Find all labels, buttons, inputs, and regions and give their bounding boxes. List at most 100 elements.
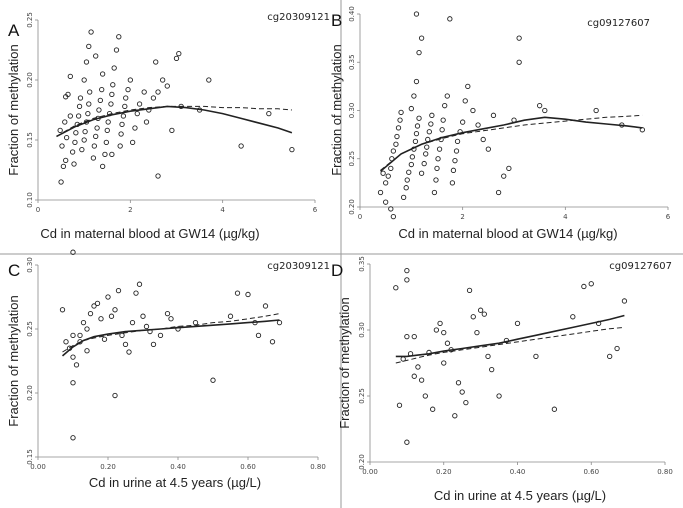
data-point [377, 189, 384, 196]
data-point [108, 313, 115, 319]
data-point [150, 341, 157, 348]
data-point [383, 180, 389, 186]
data-point [428, 121, 434, 127]
data-point [393, 141, 399, 147]
data-point [210, 377, 216, 383]
data-point [404, 439, 410, 445]
data-point [227, 313, 234, 319]
data-point [269, 339, 276, 345]
data-point [91, 143, 97, 149]
data-point [516, 35, 522, 41]
y-tick-label: 0.20 [26, 72, 34, 88]
x-tick-label: 0.40 [170, 463, 186, 471]
data-point [93, 53, 99, 59]
x-axis-title: Cd in maternal blood at GW14 (µg/kg) [398, 226, 617, 241]
data-point [70, 249, 76, 255]
data-point [431, 189, 438, 196]
data-point [413, 11, 420, 17]
data-point [404, 277, 410, 283]
data-point [91, 303, 97, 309]
data-point [440, 117, 446, 123]
data-point [112, 392, 118, 399]
probe-id-label: cg09127607 [609, 261, 672, 272]
data-point [94, 300, 101, 307]
data-point [551, 406, 558, 412]
dashed-fit-line [62, 313, 280, 353]
y-axis-title: Fraction of methylation [337, 297, 352, 429]
data-point [93, 133, 99, 140]
panel-letter: B [331, 11, 342, 30]
data-point [439, 127, 445, 133]
panel-letter: A [8, 21, 20, 40]
x-axis-title: Cd in urine at 4.5 years (µg/L) [89, 475, 261, 490]
data-point [621, 298, 628, 304]
data-point [447, 16, 453, 22]
data-point [413, 131, 420, 137]
data-point [102, 151, 108, 158]
data-point [67, 113, 73, 119]
data-point [136, 101, 143, 107]
data-point [255, 332, 262, 339]
data-point [406, 169, 412, 175]
data-point [98, 316, 104, 322]
data-point [113, 47, 120, 53]
data-point [489, 366, 495, 373]
data-point [537, 103, 543, 109]
x-axis-title: Cd in urine at 4.5 years (µg/L) [434, 488, 606, 503]
y-axis-title: Fraction of methylation [329, 44, 344, 176]
data-point [72, 139, 78, 146]
data-point [77, 332, 83, 339]
data-point [452, 158, 458, 164]
y-axis-title: Fraction of methylation [6, 295, 21, 427]
data-point [67, 73, 73, 80]
data-point [390, 213, 397, 220]
data-point [83, 59, 90, 65]
data-point [150, 95, 157, 101]
data-point [119, 121, 125, 128]
data-point [477, 307, 484, 313]
data-point [416, 115, 422, 121]
data-point [593, 107, 599, 114]
data-point [404, 177, 410, 183]
data-point [88, 29, 94, 35]
data-point [462, 98, 468, 104]
y-tick-label: 0.10 [26, 192, 34, 208]
data-point [588, 281, 594, 287]
data-point [465, 83, 471, 90]
data-point [76, 103, 83, 110]
data-point [395, 125, 402, 131]
data-point [97, 97, 103, 104]
probe-id-label: cg20309121 [267, 12, 330, 23]
y-tick-label: 0.20 [348, 199, 356, 215]
data-point [122, 103, 128, 110]
probe-id-label: cg20309121 [267, 261, 330, 272]
y-tick-label: 0.25 [358, 388, 366, 404]
y-tick-label: 0.25 [348, 151, 356, 167]
data-point [155, 89, 161, 95]
data-point [75, 113, 82, 119]
data-point [73, 362, 80, 368]
x-tick-label: 0.60 [583, 468, 599, 476]
data-point [85, 110, 91, 117]
data-point [437, 320, 443, 327]
data-point [173, 55, 180, 62]
x-tick-label: 0.40 [510, 468, 526, 476]
data-point [157, 332, 164, 339]
y-tick-label: 0.35 [348, 54, 356, 70]
data-point [411, 333, 417, 340]
data-point [77, 95, 84, 101]
data-point [90, 155, 97, 161]
data-point [84, 326, 90, 332]
data-point [123, 95, 129, 101]
data-point [116, 34, 122, 40]
data-point [418, 170, 425, 176]
x-tick-label: 0.00 [30, 463, 46, 471]
data-point [192, 319, 199, 326]
data-point [70, 435, 76, 441]
data-point [388, 165, 394, 172]
data-point [480, 136, 486, 143]
data-point [175, 326, 181, 332]
data-point [412, 138, 419, 145]
data-point [607, 353, 613, 360]
data-point [115, 287, 122, 294]
